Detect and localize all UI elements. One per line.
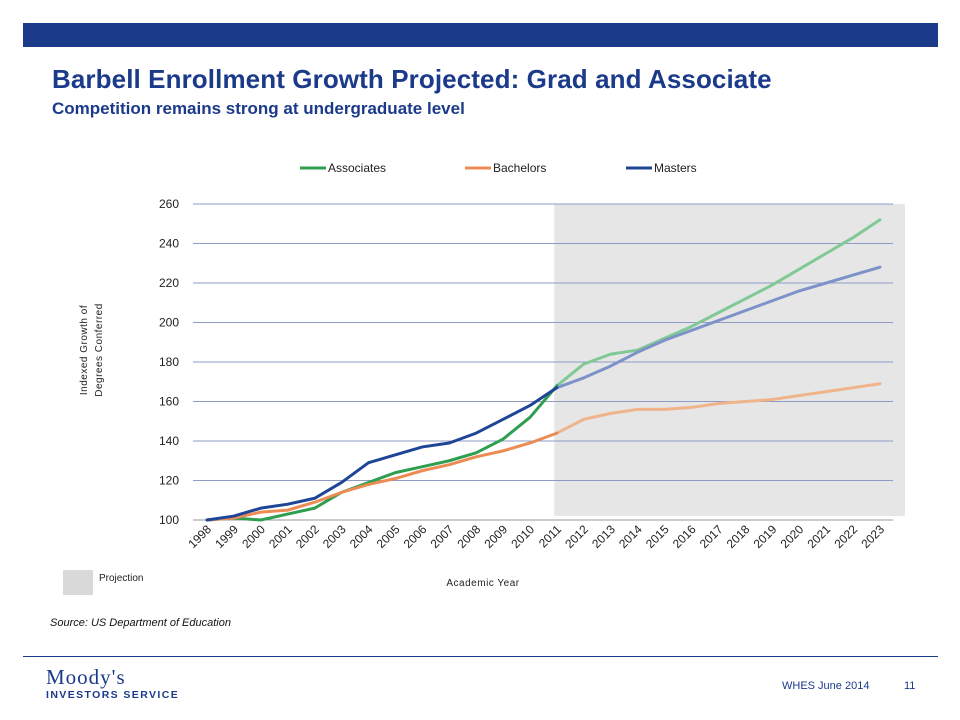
masters-projected-line [555,265,882,390]
x-tick-label: 2021 [804,522,833,551]
x-tick-label: 1999 [212,522,241,551]
top-banner-bar [23,23,938,47]
page-number: 11 [904,680,916,692]
y-tick-label: 260 [159,197,179,211]
legend-label-associates: Associates [328,161,386,175]
y-tick-label: 200 [159,316,179,330]
y-tick-label: 220 [159,276,179,290]
logo-tagline: INVESTORS SERVICE [46,689,180,701]
projection-region [554,204,905,516]
moodys-logo: Moody's INVESTORS SERVICE [46,665,180,706]
logo-wordmark: Moody's [46,665,126,689]
projection-key-label: Projection [99,573,143,584]
y-axis-title-line2: Degrees Conferred [94,303,105,397]
x-tick-label: 2013 [589,522,618,551]
x-tick-label: 2022 [831,522,860,551]
x-tick-label: 2020 [778,522,807,551]
legend-label-bachelors: Bachelors [493,161,546,175]
page-title: Barbell Enrollment Growth Projected: Gra… [52,64,772,94]
y-tick-label: 120 [159,474,179,488]
x-tick-label: 2004 [347,522,376,551]
x-tick-label: 2012 [562,522,591,551]
y-tick-label: 180 [159,355,179,369]
footer-divider [23,656,938,657]
x-tick-label: 2001 [266,522,295,551]
x-tick-label: 2011 [536,522,564,550]
footer-label: WHES June 2014 [782,680,870,692]
x-tick-label: 2023 [858,522,887,551]
y-axis-title-line1: Indexed Growth of [79,305,90,395]
projection-key-swatch [63,570,93,595]
x-tick-label: 2000 [239,522,268,551]
bachelors-projected-line [555,382,882,435]
x-tick-label: 2008 [455,522,484,551]
masters-historical-line [205,386,559,522]
x-tick-label: 2009 [481,522,510,551]
x-tick-label: 2002 [293,522,322,551]
x-tick-label: 2018 [724,522,753,551]
associates-projected-line [555,218,882,388]
legend-label-masters: Masters [654,161,697,175]
associates-historical-line [205,384,559,522]
x-tick-label: 2017 [697,522,726,551]
x-tick-label: 2003 [320,522,349,551]
x-tick-label: 2014 [616,522,645,551]
x-tick-label: 2016 [670,522,699,551]
x-tick-label: 2010 [508,522,537,551]
bachelors-historical-line [205,431,559,522]
y-tick-label: 160 [159,395,179,409]
x-tick-label: 1998 [185,522,214,551]
x-tick-label: 2005 [374,522,403,551]
x-tick-label: 2007 [428,522,457,551]
page-subtitle: Competition remains strong at undergradu… [52,99,465,118]
x-axis-title: Academic Year [446,578,519,589]
source-note: Source: US Department of Education [50,617,231,629]
x-tick-label: 2006 [401,522,430,551]
y-tick-label: 140 [159,434,179,448]
y-tick-label: 100 [159,513,179,527]
y-tick-label: 240 [159,237,179,251]
x-tick-label: 2019 [751,522,780,551]
x-tick-label: 2015 [643,522,672,551]
